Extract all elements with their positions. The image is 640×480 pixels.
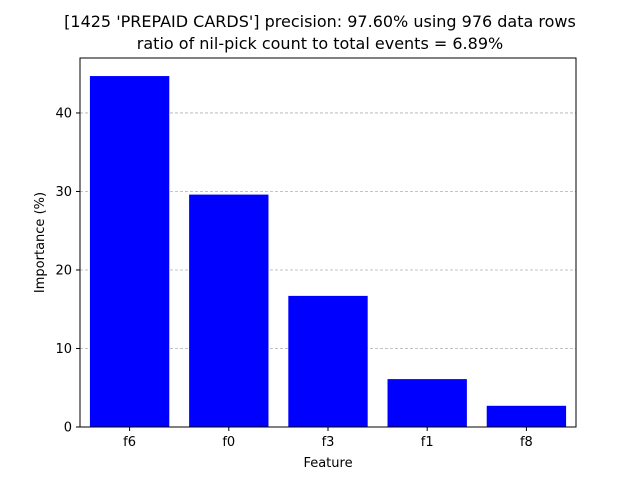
x-tick-label: f6 [123,435,136,450]
y-tick-label: 30 [55,185,72,200]
bar-f6 [89,76,170,428]
x-axis-label: Feature [303,456,352,471]
y-tick-label: 10 [55,342,72,357]
x-ticks: f6 f0 f3 f1 f8 [123,427,533,450]
y-axis-label: Importance (%) [33,192,48,293]
y-tick-label: 0 [64,421,72,436]
chart-title-line-1: [1425 'PREPAID CARDS'] precision: 97.60%… [64,12,576,31]
bar-f3 [288,295,368,427]
bars [89,76,567,428]
x-tick-label: f0 [222,435,235,450]
bar-f1 [387,379,467,427]
bar-f8 [486,405,567,427]
chart-title-line-2: ratio of nil-pick count to total events … [136,34,504,53]
y-ticks: 0 10 20 30 40 [55,106,80,436]
bar-f0 [189,194,269,427]
x-tick-label: f3 [322,435,335,450]
y-tick-label: 20 [55,263,72,278]
y-tick-label: 40 [55,106,72,121]
x-tick-label: f1 [421,435,434,450]
x-tick-label: f8 [520,435,533,450]
